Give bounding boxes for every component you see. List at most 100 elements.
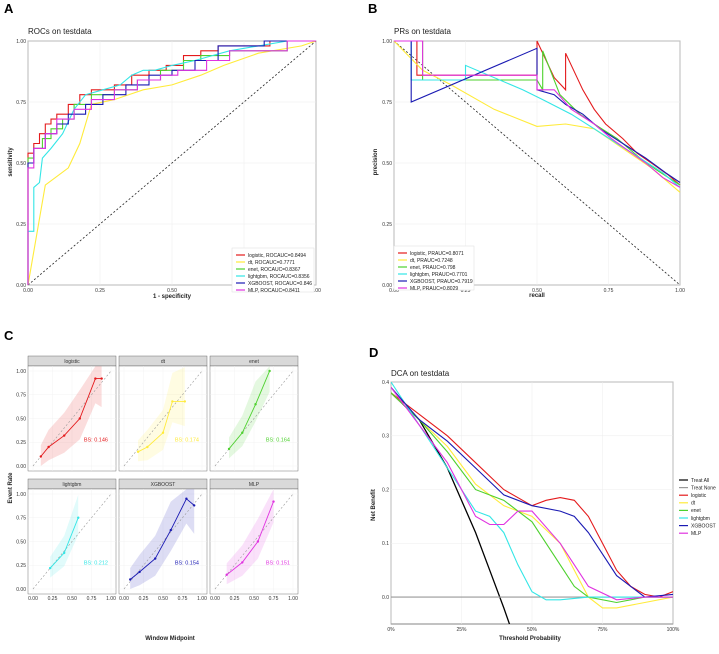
facet-x-tick-label: 0.25	[230, 596, 240, 602]
facet-brier-score: BS: 0.212	[84, 561, 108, 567]
roc-diagonal-reference	[27, 40, 317, 286]
dca-line-enet	[391, 392, 673, 604]
pr-y-tick-label: 0.00	[382, 283, 392, 289]
facet-strip-label: logistic	[64, 359, 80, 365]
calibration-facet-mlp: MLP BS: 0.151 0.00 0.25 0.50 0.75 1.00	[209, 478, 299, 602]
facet-reference-line	[214, 493, 294, 590]
roc-xlabel: 1 - specificity	[153, 294, 192, 300]
pr-legend-label: XGBOOST, PRAUC=0.7919	[410, 279, 473, 285]
facet-x-tick-label: 0.50	[67, 596, 77, 602]
roc-grid	[27, 40, 317, 286]
facet-brier-score: BS: 0.151	[266, 561, 290, 567]
facet-point	[254, 403, 257, 406]
roc-legend-label: enet, ROCAUC=0.8367	[248, 267, 301, 273]
roc-legend-label: dt, ROCAUC=0.7771	[248, 260, 295, 266]
roc-line-dt	[27, 40, 317, 286]
facet-y-tick-label: 0.25	[16, 563, 26, 569]
dca-y-ticks: 0.0 0.1 0.2 0.3 0.4	[382, 380, 389, 601]
facet-y-tick-label: 0.75	[16, 516, 26, 522]
calibration-facet-dt: dt BS: 0.174	[118, 355, 208, 472]
facet-point	[78, 417, 82, 420]
facet-y-tick-label: 0.00	[16, 464, 26, 470]
dca-series-group	[391, 382, 673, 624]
panel-letter-b: B	[368, 1, 377, 16]
calibration-facet-xgboost: XGBOOST BS: 0.154 0.00 0.25 0.50 0.75 1.00	[118, 478, 208, 602]
pr-x-tick-label: 0.75	[604, 288, 614, 294]
facet-point	[185, 497, 188, 500]
facet-x-tick-label: 0.50	[249, 596, 259, 602]
facet-point	[62, 551, 66, 555]
facet-strip-label: XGBOOST	[151, 482, 176, 488]
pr-line-mlp	[394, 40, 681, 188]
pr-x-tick-label: 0.50	[532, 288, 542, 294]
pr-legend-label: enet, PRAUC=0.798	[410, 265, 456, 271]
facet-point	[241, 431, 244, 434]
dca-legend-label: logistic	[691, 493, 707, 499]
facet-brier-score: BS: 0.146	[84, 438, 108, 444]
facet-reference-line	[123, 370, 203, 467]
pr-ylabel: precision	[373, 148, 379, 175]
dca-line-mlp	[391, 387, 673, 601]
facet-x-tick-label: 0.50	[158, 596, 168, 602]
dca-line-xgboost	[391, 387, 673, 598]
facet-point	[183, 400, 187, 403]
panel-letter-a: A	[4, 1, 14, 16]
pr-xlabel: recall	[529, 293, 545, 299]
dca-xlabel: Threshold Probability	[499, 636, 561, 642]
pr-lines	[393, 40, 681, 286]
facet-point	[227, 447, 231, 451]
roc-legend-label: XGBOOST, ROCAUC=0.846	[248, 281, 312, 287]
facet-point	[136, 450, 140, 453]
dca-lines	[391, 382, 673, 624]
pr-x-ticks: 0.00 0.25 0.50 0.75 1.00	[389, 288, 685, 294]
calibration-facets: logistic BS: 0.146 0.00 0.25 0.50 0.75 1.00 dt B…	[16, 355, 299, 602]
facet-confidence-band	[130, 489, 195, 589]
pr-x-tick-label: 0.00	[389, 288, 399, 294]
pr-legend-label: dt, PRAUC=0.7248	[410, 258, 453, 264]
facet-reference-line	[32, 493, 112, 590]
dca-x-tick-label: 25%	[456, 627, 467, 633]
facet-calibration-line	[129, 498, 195, 580]
pr-legend-box	[393, 245, 475, 291]
facet-x-tick-label: 1.00	[197, 596, 207, 602]
pr-x-tick-label: 1.00	[675, 288, 685, 294]
facet-brier-score: BS: 0.174	[175, 438, 199, 444]
calibration-xlabel: Window Midpoint	[145, 636, 195, 642]
dca-legend-label: MLP	[691, 531, 702, 537]
roc-legend-label: lightgbm, ROCAUC=0.8356	[248, 274, 310, 280]
facet-point	[77, 516, 80, 519]
facet-strip-label: lightgbm	[63, 482, 82, 488]
roc-x-tick-label: 0.50	[167, 288, 177, 294]
panel-roc: A ROCs on testdata 1 - specificity sensi…	[4, 1, 321, 300]
facet-point	[268, 369, 271, 373]
facet-confidence-band	[138, 367, 185, 462]
facet-x-tick-label: 0.00	[210, 596, 220, 602]
roc-y-tick-label: 0.75	[16, 100, 26, 106]
panel-letter-d: D	[369, 345, 378, 360]
facet-calibration-line	[228, 370, 271, 450]
pr-legend-label: MLP, PRAUC=0.8029	[410, 286, 458, 292]
pr-y-tick-label: 0.75	[382, 100, 392, 106]
roc-y-tick-label: 1.00	[16, 39, 26, 45]
pr-y-tick-label: 0.25	[382, 222, 392, 228]
dca-title: DCA on testdata	[391, 369, 450, 378]
panel-pr: B PRs on testdata recall precision 0.00 0…	[368, 1, 685, 299]
roc-x-tick-label: 0.25	[95, 288, 105, 294]
facet-point	[169, 528, 172, 532]
facet-brier-score: BS: 0.154	[175, 561, 199, 567]
facet-point	[129, 578, 132, 581]
pr-title: PRs on testdata	[394, 27, 451, 36]
dca-x-tick-label: 50%	[527, 627, 538, 633]
panel-dca: D DCA on testdata Threshold Probability …	[369, 345, 716, 642]
facet-y-tick-label: 0.75	[16, 393, 26, 399]
roc-x-tick-label: 0.00	[23, 288, 33, 294]
pr-y-ticks: 0.00 0.25 0.50 0.75 1.00	[382, 39, 392, 289]
pr-y-tick-label: 0.50	[382, 161, 392, 167]
roc-y-tick-label: 0.25	[16, 222, 26, 228]
panel-letter-c: C	[4, 328, 14, 343]
roc-legend-box	[231, 247, 315, 293]
roc-y-tick-label: 0.00	[16, 283, 26, 289]
facet-x-tick-label: 0.00	[119, 596, 129, 602]
